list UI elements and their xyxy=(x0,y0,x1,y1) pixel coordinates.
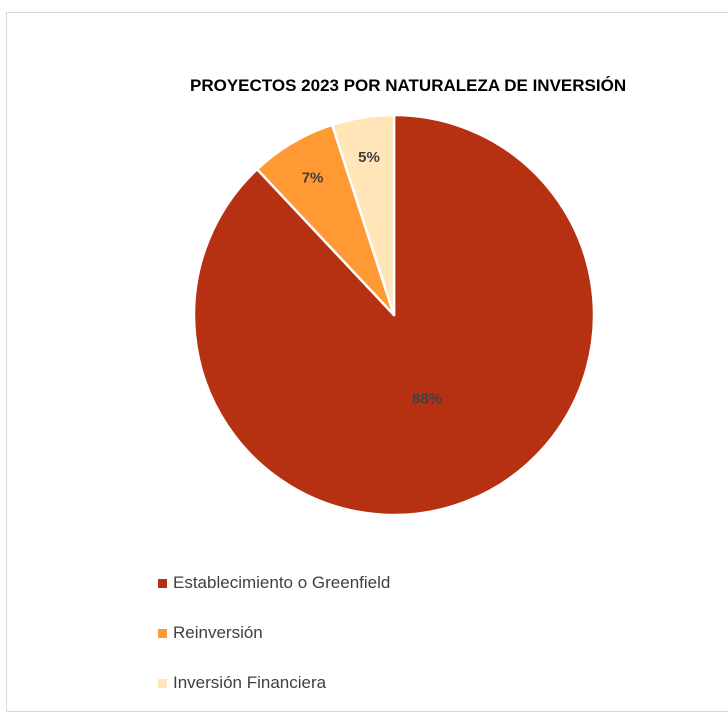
slice-label-inversion-financiera: 5% xyxy=(358,149,380,166)
legend-label-establecimiento: Establecimiento o Greenfield xyxy=(173,573,391,592)
legend-item-inversion-financiera: Inversión Financiera xyxy=(158,670,390,696)
legend-label-inversion-financiera: Inversión Financiera xyxy=(173,673,327,692)
chart-title: PROYECTOS 2023 POR NATURALEZA DE INVERSI… xyxy=(190,76,627,95)
legend: Establecimiento o Greenfield Reinversión… xyxy=(158,570,390,720)
slice-inversion-financiera xyxy=(330,113,396,317)
legend-item-establecimiento: Establecimiento o Greenfield xyxy=(158,570,390,596)
legend-label-reinversion: Reinversión xyxy=(173,623,263,642)
legend-swatch-establecimiento xyxy=(158,578,167,588)
legend-swatch-inversion-financiera xyxy=(158,678,167,688)
slice-label-establecimiento: 88% xyxy=(412,391,442,408)
legend-swatch-reinversion xyxy=(158,628,167,638)
slice-label-reinversion: 7% xyxy=(302,169,324,186)
legend-item-reinversion: Reinversión xyxy=(158,620,390,646)
slice-establecimiento xyxy=(192,113,596,517)
pie-chart: 88% 7% 5% xyxy=(192,113,596,517)
